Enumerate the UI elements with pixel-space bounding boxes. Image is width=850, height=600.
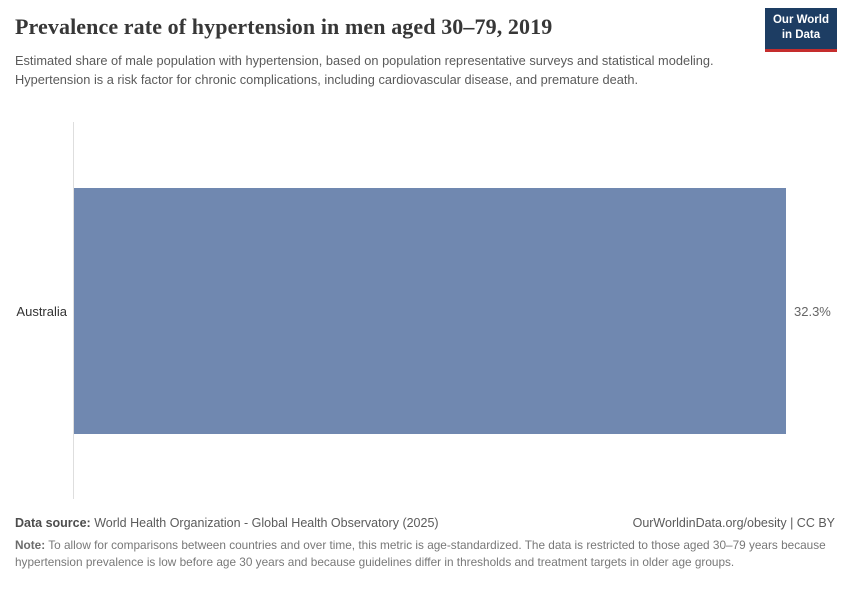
- entity-label-australia: Australia: [16, 304, 67, 319]
- footer-source-row: Data source: World Health Organization -…: [15, 516, 835, 530]
- owid-logo[interactable]: Our World in Data: [764, 8, 837, 52]
- bar[interactable]: [74, 188, 786, 434]
- y-axis-line: [73, 122, 74, 499]
- bar-value-label: 32.3%: [794, 304, 831, 319]
- note-text: To allow for comparisons between countri…: [15, 538, 826, 569]
- plot-area: [74, 122, 786, 499]
- data-source-text: Data source: World Health Organization -…: [15, 516, 439, 530]
- data-source-label: Data source:: [15, 516, 91, 530]
- owid-logo-line2: in Data: [781, 28, 821, 41]
- footer-note: Note: To allow for comparisons between c…: [15, 537, 836, 571]
- owid-logo-line1: Our World: [772, 14, 829, 26]
- chart-title: Prevalence rate of hypertension in men a…: [15, 14, 553, 39]
- chart-subtitle: Estimated share of male population with …: [15, 53, 714, 87]
- note-label: Note:: [15, 538, 46, 552]
- data-source-value: World Health Organization - Global Healt…: [90, 516, 439, 530]
- license-link[interactable]: OurWorldinData.org/obesity | CC BY: [632, 516, 835, 530]
